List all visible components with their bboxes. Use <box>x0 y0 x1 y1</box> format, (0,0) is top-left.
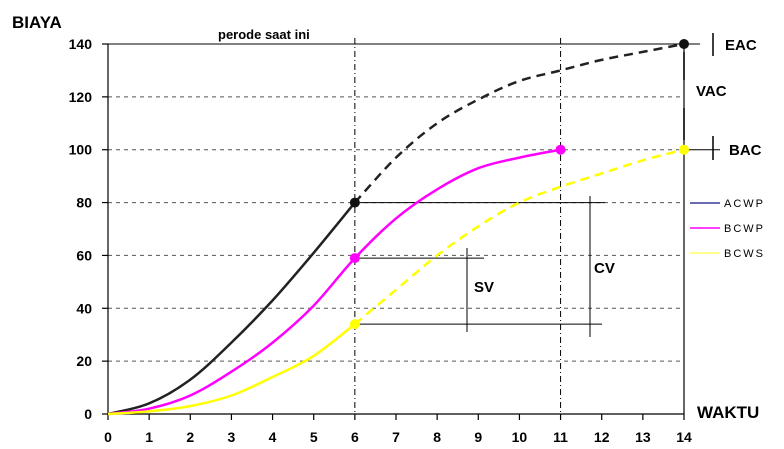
x-axis-title: WAKTU <box>697 403 759 422</box>
y-tick-label: 80 <box>76 195 92 211</box>
y-tick-label: 20 <box>76 353 92 369</box>
cv-label: CV <box>594 260 615 277</box>
sv-label: SV <box>474 279 494 296</box>
bac-label: BAC <box>729 142 762 159</box>
data-point-marker <box>555 144 566 155</box>
series-acwp-line <box>107 201 356 416</box>
y-tick-label: 40 <box>76 300 92 316</box>
y-axis-title: BIAYA <box>12 13 62 32</box>
x-tick-label: 5 <box>310 429 318 445</box>
x-tick-label: 6 <box>351 429 359 445</box>
data-point-marker <box>349 253 360 264</box>
vac-label: VAC <box>696 83 727 100</box>
legend-label-acwp: ACWP <box>724 198 765 210</box>
y-tick-label: 60 <box>76 247 92 263</box>
y-tick-label: 0 <box>84 406 92 422</box>
data-point-marker <box>679 144 689 155</box>
x-tick-label: 2 <box>186 429 194 445</box>
x-tick-label: 9 <box>474 429 482 445</box>
series-bcws-forecast <box>354 148 685 326</box>
series-bcwp-line <box>107 148 561 416</box>
x-tick-label: 4 <box>269 429 277 445</box>
legend-label-bcwp: BCWP <box>724 223 765 235</box>
x-tick-label: 11 <box>553 429 568 445</box>
data-point-marker <box>349 319 360 330</box>
x-tick-label: 1 <box>145 429 153 445</box>
x-tick-label: 7 <box>392 429 400 445</box>
eac-label: EAC <box>725 37 757 54</box>
series-bcws-line <box>107 323 356 416</box>
series-acwp-forecast <box>353 42 685 204</box>
x-tick-label: 10 <box>512 429 528 445</box>
y-tick-label: 140 <box>69 36 93 52</box>
x-tick-label: 12 <box>594 429 610 445</box>
legend-label-bcws: BCWS <box>724 248 765 260</box>
data-point-marker <box>679 39 689 49</box>
data-point-marker <box>349 197 360 208</box>
x-tick-label: 3 <box>228 429 236 445</box>
y-tick-label: 120 <box>69 89 93 105</box>
x-tick-label: 8 <box>433 429 441 445</box>
x-tick-label: 13 <box>635 429 651 445</box>
x-tick-label: 14 <box>676 429 692 445</box>
x-tick-label: 0 <box>104 429 112 445</box>
current-period-label: perode saat ini <box>218 27 310 42</box>
y-tick-label: 100 <box>69 142 93 158</box>
